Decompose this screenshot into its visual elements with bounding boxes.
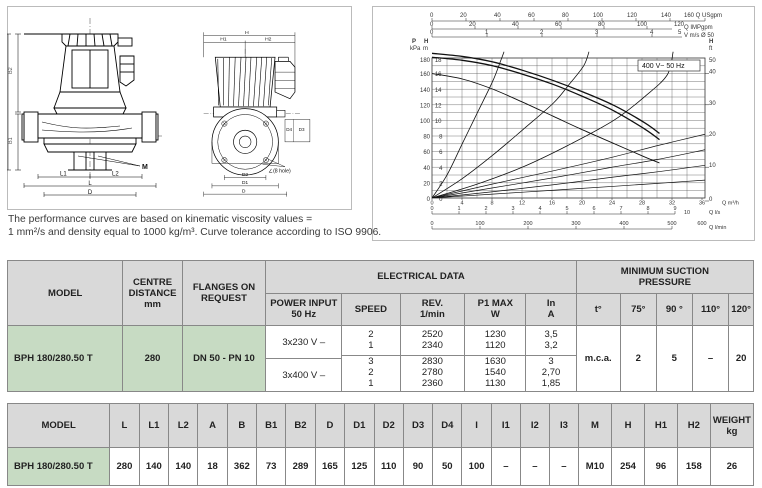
svg-text:300: 300 bbox=[571, 221, 580, 227]
svg-text:3: 3 bbox=[511, 206, 514, 212]
svg-text:20: 20 bbox=[709, 132, 716, 138]
svg-text:500: 500 bbox=[667, 221, 676, 227]
svg-text:10: 10 bbox=[684, 210, 690, 216]
svg-text:200: 200 bbox=[523, 221, 532, 227]
svg-text:M: M bbox=[142, 164, 148, 171]
svg-text:6: 6 bbox=[592, 206, 595, 212]
svg-text:B2: B2 bbox=[8, 67, 14, 74]
svg-text:Q l/s: Q l/s bbox=[709, 210, 721, 216]
svg-text:4: 4 bbox=[538, 206, 541, 212]
svg-text:20: 20 bbox=[423, 181, 430, 187]
svg-text:L2: L2 bbox=[112, 172, 119, 178]
svg-text:100: 100 bbox=[420, 119, 431, 125]
svg-text:80: 80 bbox=[423, 135, 430, 141]
svg-text:0: 0 bbox=[430, 206, 433, 212]
svg-text:140: 140 bbox=[661, 13, 672, 19]
svg-text:120: 120 bbox=[420, 103, 431, 109]
svg-text:60: 60 bbox=[528, 13, 535, 19]
svg-text:L1: L1 bbox=[60, 172, 67, 178]
svg-text:30: 30 bbox=[709, 101, 716, 107]
svg-text:D2: D2 bbox=[242, 172, 249, 178]
svg-text:0: 0 bbox=[430, 221, 433, 227]
svg-text:ft: ft bbox=[709, 46, 713, 52]
svg-text:8: 8 bbox=[646, 206, 649, 212]
svg-text:H: H bbox=[709, 39, 713, 45]
svg-text:80: 80 bbox=[598, 22, 605, 28]
svg-text:D1: D1 bbox=[242, 180, 249, 186]
svg-text:7: 7 bbox=[619, 206, 622, 212]
svg-text:20: 20 bbox=[469, 22, 476, 28]
svg-text:600: 600 bbox=[697, 221, 706, 227]
svg-text:B1: B1 bbox=[8, 137, 14, 144]
svg-text:D4: D4 bbox=[286, 127, 292, 132]
svg-text:5: 5 bbox=[565, 206, 568, 212]
svg-text:80: 80 bbox=[562, 13, 569, 19]
svg-text:H2: H2 bbox=[265, 37, 272, 43]
svg-text:160 Q USgpm: 160 Q USgpm bbox=[684, 13, 722, 19]
svg-text:D: D bbox=[242, 188, 246, 194]
svg-text:12: 12 bbox=[435, 103, 442, 109]
svg-text:1: 1 bbox=[457, 206, 460, 212]
svg-text:120: 120 bbox=[627, 13, 638, 19]
svg-text:60: 60 bbox=[423, 150, 430, 156]
svg-text:2: 2 bbox=[484, 206, 487, 212]
svg-text:Q l/min: Q l/min bbox=[709, 225, 726, 231]
svg-text:14: 14 bbox=[435, 88, 442, 94]
svg-text:180: 180 bbox=[420, 58, 431, 64]
svg-text:60: 60 bbox=[555, 22, 562, 28]
svg-text:H: H bbox=[424, 39, 428, 45]
svg-text:40: 40 bbox=[494, 13, 501, 19]
svg-text:H1: H1 bbox=[220, 37, 227, 43]
svg-text:100: 100 bbox=[637, 22, 648, 28]
svg-text:Q IMPgpm: Q IMPgpm bbox=[684, 25, 713, 31]
svg-text:140: 140 bbox=[420, 88, 431, 94]
svg-text:160: 160 bbox=[420, 72, 431, 78]
svg-text:P: P bbox=[412, 39, 416, 45]
svg-text:40: 40 bbox=[709, 70, 716, 76]
svg-text:40: 40 bbox=[423, 166, 430, 172]
svg-text:400: 400 bbox=[619, 221, 628, 227]
svg-text:40: 40 bbox=[512, 22, 519, 28]
svg-text:kPa: kPa bbox=[410, 46, 421, 52]
svg-text:18: 18 bbox=[435, 58, 442, 64]
svg-text:100: 100 bbox=[475, 221, 484, 227]
svg-text:D: D bbox=[88, 190, 93, 196]
svg-text:400 V~ 50 Hz: 400 V~ 50 Hz bbox=[642, 63, 685, 70]
svg-text:20: 20 bbox=[460, 13, 467, 19]
svg-text:m: m bbox=[423, 46, 428, 52]
svg-text:10: 10 bbox=[435, 119, 442, 125]
svg-text:50: 50 bbox=[709, 58, 716, 64]
svg-text:D3: D3 bbox=[299, 127, 305, 132]
svg-text:9: 9 bbox=[673, 206, 676, 212]
svg-text:10: 10 bbox=[709, 163, 716, 169]
svg-text:100: 100 bbox=[593, 13, 604, 19]
svg-text:∠(8 hole): ∠(8 hole) bbox=[268, 169, 291, 175]
svg-text:H: H bbox=[245, 30, 249, 36]
